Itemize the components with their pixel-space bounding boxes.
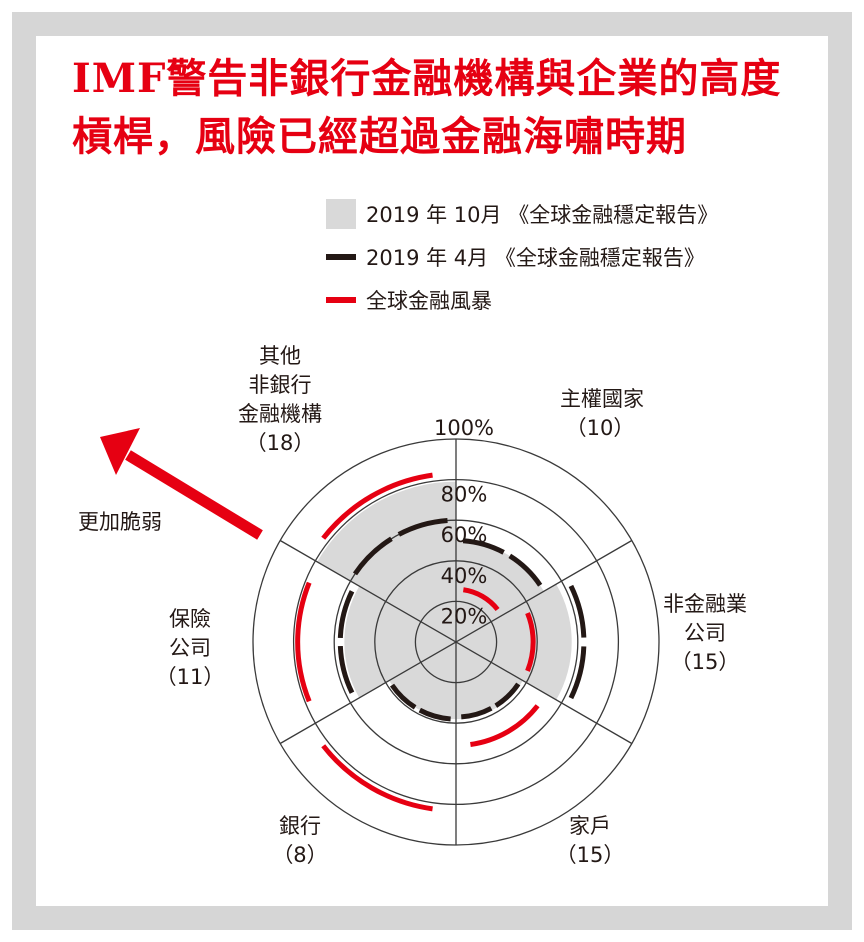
apr-2019-arc — [568, 584, 587, 638]
r-tick-label: 80% — [441, 483, 488, 507]
legend-swatch-fill — [326, 198, 356, 229]
gfc-arc — [462, 587, 500, 612]
apr-2019-arc — [389, 683, 417, 710]
legend-swatch-black-line — [326, 253, 356, 260]
legend-item-gfc: 全球金融風暴 — [326, 278, 718, 321]
apr-2019-arc — [460, 706, 493, 720]
category-label-banks: 銀行 （8） — [272, 814, 328, 867]
chart-title: IMF警告非銀行金融機構與企業的高度槓桿，風險已經超過金融海嘯時期 — [72, 55, 782, 160]
gray-wedge — [344, 586, 456, 698]
legend-label: 全球金融風暴 — [366, 288, 492, 313]
gfc-arc — [525, 612, 536, 672]
category-label-other-nonbank: 其他 非銀行 金融機構 （18） — [238, 344, 322, 455]
apr-2019-arc — [494, 682, 521, 708]
arrow-shaft — [125, 450, 263, 540]
gfc-arc — [295, 581, 312, 703]
legend-item-oct-2019: 2019 年 10月 《全球金融穩定報告》 — [326, 192, 718, 235]
legend: 2019 年 10月 《全球金融穩定報告》 2019 年 4月 《全球金融穩定報… — [326, 192, 718, 321]
r-tick-label: 60% — [441, 523, 488, 547]
r-tick-label: 40% — [441, 564, 488, 588]
category-label-sovereign: 主權國家 （10） — [560, 387, 644, 440]
apr-2019-arc — [508, 553, 543, 587]
apr-2019-arc — [568, 646, 587, 700]
category-label-nonfinancial-corp: 非金融業 公司 （15） — [663, 592, 747, 674]
apr-2019-arc — [418, 707, 451, 722]
gfc-arc — [470, 704, 540, 747]
r-tick-label: 20% — [441, 604, 488, 628]
category-label-households: 家戶 （15） — [555, 814, 625, 867]
annotation-more-vulnerable: 更加脆弱 — [78, 510, 162, 534]
legend-label: 2019 年 10月 《全球金融穩定報告》 — [366, 202, 719, 227]
arrow-head-icon — [100, 428, 140, 475]
apr-2019-arc — [462, 538, 505, 555]
apr-2019-arc — [352, 536, 393, 576]
category-label-insurers: 保險 公司 （11） — [155, 607, 225, 689]
sector-divider — [279, 539, 633, 745]
apr-2019-arc — [337, 645, 355, 694]
apr-2019-arc — [337, 590, 355, 639]
legend-item-apr-2019: 2019 年 4月 《全球金融穩定報告》 — [326, 235, 718, 278]
apr-2019-arc — [397, 518, 448, 537]
legend-swatch-red-line — [326, 296, 356, 303]
legend-label: 2019 年 4月 《全球金融穩定報告》 — [366, 245, 705, 270]
gray-wedge — [456, 584, 572, 700]
gfc-arc — [321, 472, 433, 540]
r-tick-label: 100% — [434, 416, 494, 440]
gfc-arc — [321, 744, 433, 812]
gray-wedge — [317, 481, 456, 642]
